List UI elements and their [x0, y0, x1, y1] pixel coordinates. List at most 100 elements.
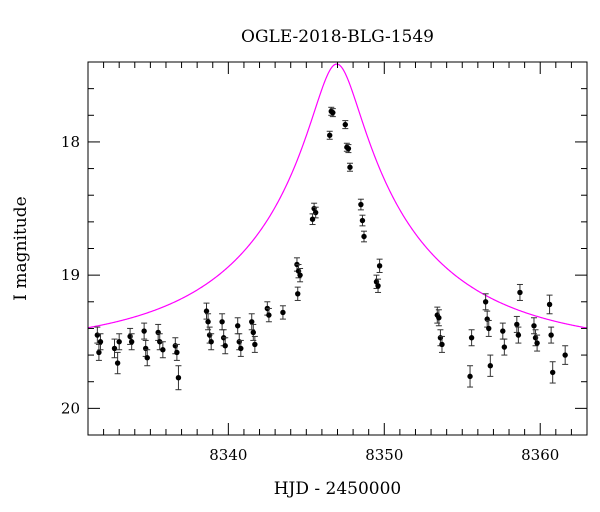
data-point-marker — [436, 315, 442, 321]
x-tick-label: 8360 — [521, 446, 559, 464]
data-point-marker — [160, 347, 166, 353]
data-point — [95, 343, 102, 361]
data-point-marker — [175, 375, 182, 381]
data-point — [141, 322, 148, 340]
data-point-marker — [534, 340, 540, 346]
data-point-marker — [376, 263, 383, 269]
data-point — [250, 323, 257, 341]
data-point — [326, 130, 333, 140]
data-point-marker — [114, 360, 121, 366]
points-layer — [94, 106, 569, 391]
data-point-marker — [309, 216, 316, 222]
data-point — [501, 338, 508, 356]
data-point — [562, 345, 569, 365]
data-point — [175, 365, 182, 391]
data-point-marker — [205, 319, 211, 325]
data-point-marker — [280, 309, 286, 316]
data-point — [248, 313, 255, 331]
data-point — [128, 333, 135, 351]
data-point — [487, 354, 494, 377]
data-point-marker — [219, 319, 225, 325]
data-point — [468, 329, 475, 347]
data-point-marker — [157, 339, 163, 345]
data-point-marker — [295, 291, 301, 297]
data-point-marker — [375, 283, 381, 289]
data-point-marker — [330, 109, 336, 116]
data-point — [222, 337, 229, 355]
data-point — [309, 213, 316, 226]
data-point-marker — [501, 344, 508, 350]
data-point-marker — [468, 335, 475, 341]
data-point-marker — [500, 328, 506, 334]
data-point-marker — [486, 325, 492, 332]
data-point-marker — [297, 272, 303, 278]
data-point — [342, 120, 349, 130]
data-point-marker — [345, 145, 352, 152]
data-point — [114, 351, 121, 375]
data-point — [515, 326, 522, 344]
x-axis-label: HJD - 2450000 — [274, 479, 402, 499]
data-point-marker — [515, 332, 522, 338]
data-point-marker — [482, 299, 489, 305]
data-point-marker — [327, 132, 333, 138]
data-point — [376, 258, 383, 273]
data-point-marker — [359, 217, 366, 224]
y-axis-label: I magnitude — [11, 196, 31, 300]
data-point — [251, 335, 258, 353]
data-point-marker — [141, 328, 147, 334]
data-point-marker — [96, 349, 102, 356]
data-point-marker — [548, 332, 554, 338]
data-point-marker — [514, 321, 520, 328]
data-point-marker — [546, 301, 553, 308]
data-point — [173, 343, 180, 361]
x-tick-label: 8350 — [365, 446, 403, 464]
data-point — [357, 198, 364, 211]
data-point — [361, 230, 368, 243]
data-point-marker — [531, 323, 537, 329]
data-point — [484, 310, 491, 328]
data-point-marker — [358, 201, 364, 208]
data-point-marker — [235, 323, 241, 329]
data-point — [346, 162, 353, 172]
y-tick-label: 19 — [61, 266, 80, 284]
data-point-marker — [342, 121, 348, 128]
data-point — [375, 278, 382, 293]
ticks-layer — [88, 61, 587, 436]
data-point-marker — [250, 329, 256, 336]
data-point — [155, 323, 162, 341]
data-point-marker — [144, 355, 150, 361]
data-point-marker — [203, 308, 210, 314]
data-point-marker — [361, 233, 367, 240]
chart-title: OGLE-2018-BLG-1549 — [241, 27, 434, 47]
x-tick-label: 8340 — [209, 446, 247, 464]
y-tick-label: 18 — [61, 133, 80, 151]
data-point-marker — [94, 332, 101, 338]
data-point — [116, 333, 123, 351]
data-point — [219, 313, 226, 331]
data-point-marker — [266, 312, 272, 318]
data-point — [97, 333, 104, 351]
data-point — [359, 214, 366, 227]
data-point-marker — [517, 289, 523, 296]
data-point-marker — [549, 369, 556, 376]
data-point — [279, 305, 286, 320]
data-point-marker — [487, 363, 494, 369]
data-point — [499, 322, 506, 340]
data-point — [516, 283, 523, 301]
data-point — [265, 307, 272, 323]
data-point-marker — [467, 373, 473, 380]
data-point — [467, 365, 474, 388]
data-point — [329, 108, 336, 118]
data-point-marker — [116, 339, 122, 345]
model-curve — [87, 63, 588, 329]
data-point-marker — [222, 343, 228, 349]
data-point — [111, 338, 118, 359]
plot-frame — [87, 61, 588, 436]
data-point — [485, 319, 492, 337]
tick-labels-layer: 8340 8350 8360 18 19 20 — [61, 133, 559, 464]
data-point — [530, 317, 537, 335]
data-point-marker — [97, 339, 104, 345]
data-point — [294, 286, 301, 301]
data-point-marker — [312, 209, 319, 216]
